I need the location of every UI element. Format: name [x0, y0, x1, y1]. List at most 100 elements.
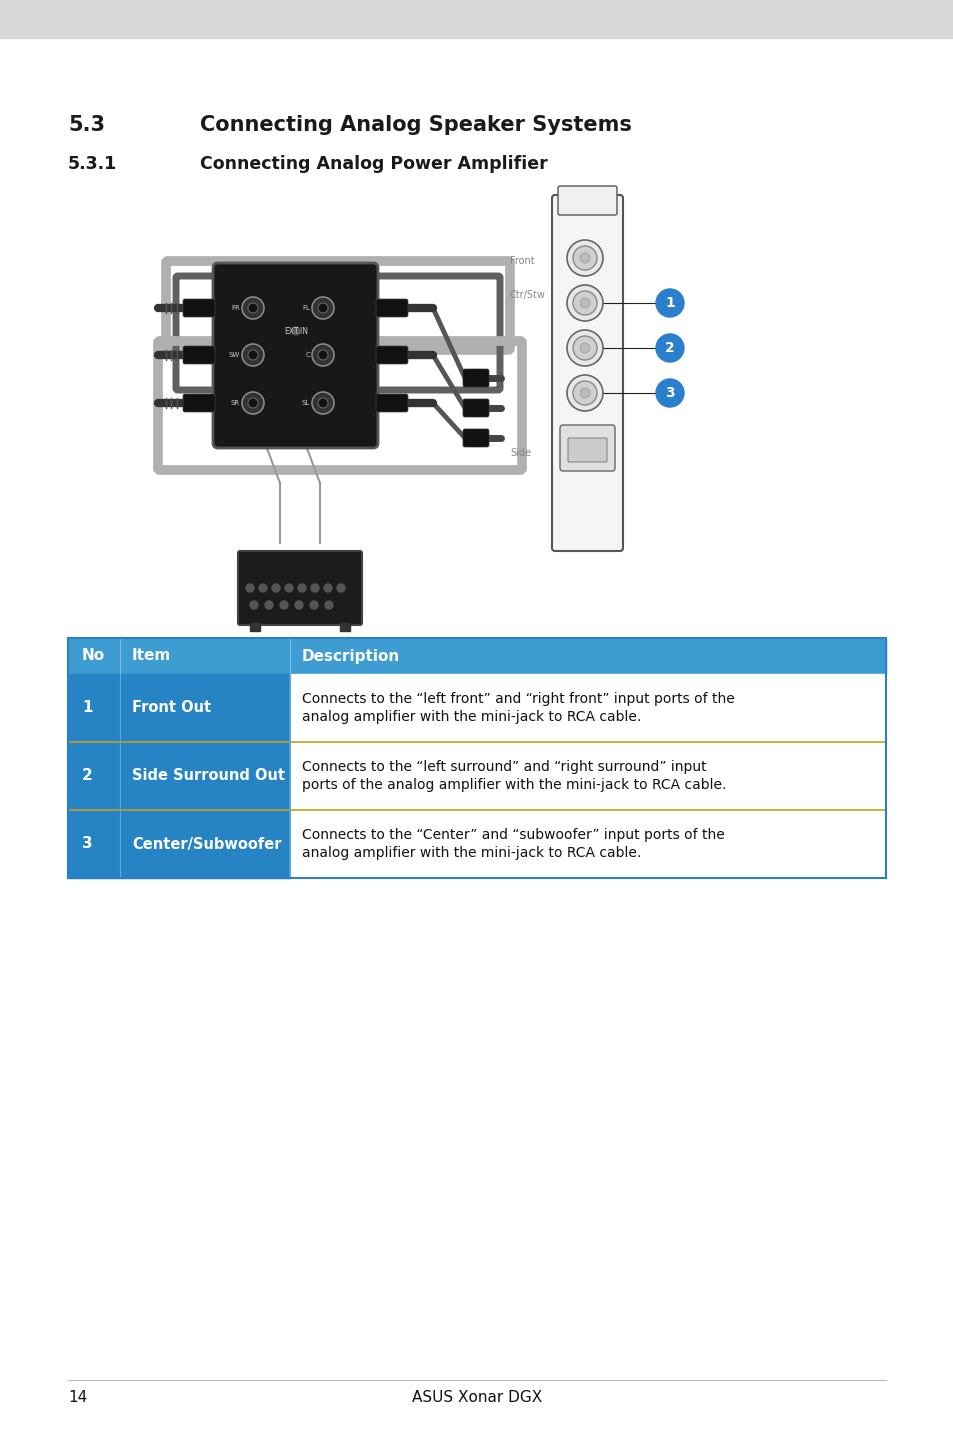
Text: 3: 3	[664, 385, 674, 400]
Bar	[68, 742, 290, 810]
Circle shape	[280, 601, 288, 610]
Circle shape	[242, 393, 264, 414]
Text: SR: SR	[231, 400, 240, 406]
Bar	[68, 674, 290, 742]
Bar	[68, 638, 885, 879]
Circle shape	[579, 298, 589, 308]
FancyBboxPatch shape	[558, 186, 617, 216]
Text: 5.3: 5.3	[68, 115, 105, 135]
Text: SL: SL	[301, 400, 310, 406]
Text: Side: Side	[510, 449, 531, 457]
Circle shape	[656, 380, 683, 407]
Circle shape	[566, 375, 602, 411]
Bar	[290, 674, 885, 742]
Text: FR: FR	[231, 305, 240, 311]
Text: Connects to the “left front” and “right front” input ports of the: Connects to the “left front” and “right …	[302, 693, 734, 706]
FancyBboxPatch shape	[237, 551, 361, 626]
Circle shape	[294, 601, 303, 610]
Circle shape	[310, 601, 317, 610]
Circle shape	[573, 336, 597, 360]
Circle shape	[573, 381, 597, 406]
Circle shape	[246, 584, 253, 592]
Circle shape	[312, 344, 334, 367]
Text: Center/Subwoofer: Center/Subwoofer	[132, 837, 281, 851]
Text: ports of the analog amplifier with the mini-jack to RCA cable.: ports of the analog amplifier with the m…	[302, 778, 725, 791]
Circle shape	[248, 398, 257, 408]
Bar	[250, 623, 260, 631]
Circle shape	[573, 246, 597, 270]
Circle shape	[579, 344, 589, 352]
Text: Connecting Analog Speaker Systems: Connecting Analog Speaker Systems	[200, 115, 631, 135]
Circle shape	[242, 298, 264, 319]
Text: Description: Description	[302, 649, 400, 663]
Text: Connecting Analog Power Amplifier: Connecting Analog Power Amplifier	[200, 155, 547, 173]
Circle shape	[325, 601, 333, 610]
Bar	[68, 638, 885, 674]
FancyBboxPatch shape	[462, 429, 489, 447]
Text: 2: 2	[82, 768, 92, 784]
Text: Connects to the “Center” and “subwoofer” input ports of the: Connects to the “Center” and “subwoofer”…	[302, 828, 724, 843]
Text: 14: 14	[68, 1391, 87, 1405]
Text: Side Surround Out: Side Surround Out	[132, 768, 285, 784]
Circle shape	[297, 584, 306, 592]
FancyBboxPatch shape	[462, 398, 489, 417]
Circle shape	[566, 285, 602, 321]
Text: analog amplifier with the mini-jack to RCA cable.: analog amplifier with the mini-jack to R…	[302, 846, 640, 860]
FancyBboxPatch shape	[462, 370, 489, 387]
Circle shape	[579, 388, 589, 398]
Text: 1: 1	[82, 700, 92, 716]
Bar	[0, 0, 953, 37]
Text: FL: FL	[302, 305, 310, 311]
Text: Front: Front	[510, 256, 534, 266]
Text: ASUS Xonar DGX: ASUS Xonar DGX	[412, 1391, 541, 1405]
Circle shape	[317, 349, 328, 360]
Circle shape	[656, 334, 683, 362]
FancyBboxPatch shape	[213, 263, 377, 449]
Text: C: C	[305, 352, 310, 358]
Circle shape	[312, 298, 334, 319]
FancyBboxPatch shape	[567, 439, 606, 462]
Circle shape	[250, 601, 257, 610]
Bar	[68, 810, 290, 879]
FancyBboxPatch shape	[375, 394, 408, 413]
Text: SW: SW	[229, 352, 240, 358]
Circle shape	[265, 601, 273, 610]
Text: 2: 2	[664, 341, 674, 355]
Circle shape	[573, 290, 597, 315]
Circle shape	[579, 253, 589, 263]
FancyBboxPatch shape	[552, 196, 622, 551]
FancyBboxPatch shape	[183, 299, 214, 316]
Circle shape	[248, 349, 257, 360]
FancyBboxPatch shape	[183, 394, 214, 413]
Text: EXT.IN: EXT.IN	[284, 326, 308, 335]
Circle shape	[317, 303, 328, 313]
Circle shape	[656, 289, 683, 316]
Circle shape	[311, 584, 318, 592]
Text: No: No	[82, 649, 105, 663]
Text: 3: 3	[82, 837, 92, 851]
Bar	[290, 810, 885, 879]
FancyBboxPatch shape	[375, 347, 408, 364]
Text: Ctr/Stw: Ctr/Stw	[510, 290, 545, 301]
Circle shape	[292, 326, 299, 335]
Circle shape	[312, 393, 334, 414]
Text: Connects to the “left surround” and “right surround” input: Connects to the “left surround” and “rig…	[302, 761, 706, 775]
FancyBboxPatch shape	[375, 299, 408, 316]
Circle shape	[336, 584, 345, 592]
Circle shape	[566, 240, 602, 276]
Text: 1: 1	[664, 296, 674, 311]
Text: Item: Item	[132, 649, 172, 663]
Circle shape	[566, 329, 602, 367]
Bar	[290, 742, 885, 810]
Circle shape	[317, 398, 328, 408]
FancyBboxPatch shape	[183, 347, 214, 364]
FancyBboxPatch shape	[559, 426, 615, 472]
Circle shape	[324, 584, 332, 592]
Circle shape	[272, 584, 280, 592]
Text: 5.3.1: 5.3.1	[68, 155, 117, 173]
Circle shape	[248, 303, 257, 313]
Text: analog amplifier with the mini-jack to RCA cable.: analog amplifier with the mini-jack to R…	[302, 709, 640, 723]
Circle shape	[285, 584, 293, 592]
Circle shape	[258, 584, 267, 592]
Bar	[339, 623, 350, 631]
